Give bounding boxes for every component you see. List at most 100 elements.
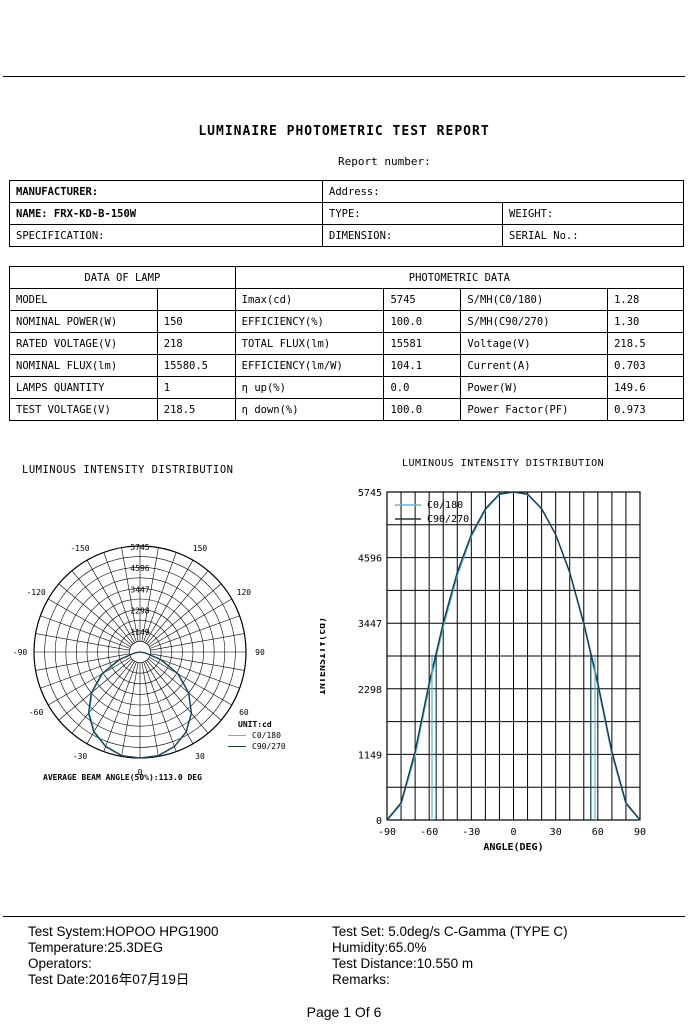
x-tick-label: -60 <box>420 827 438 838</box>
data-cell: 15580.5 <box>156 354 236 377</box>
x-tick-label: 60 <box>592 827 604 838</box>
data-cell: Voltage(V) <box>460 332 609 355</box>
top-rule <box>3 76 685 77</box>
polar-ring-label: 1149 <box>130 628 149 637</box>
photometric-data-table: DATA OF LAMP PHOTOMETRIC DATA MODEL Imax(… <box>9 266 685 421</box>
polar-ring-label: 2298 <box>130 607 149 616</box>
specification-cell: SPECIFICATION: <box>9 224 323 247</box>
polar-angle-label: -60 <box>29 708 44 717</box>
data-cell: LAMPS QUANTITY <box>9 376 158 399</box>
polar-angle-label: 150 <box>193 544 208 553</box>
footer-rule <box>3 916 685 917</box>
data-cell: Power Factor(PF) <box>460 398 609 421</box>
test-distance: Test Distance:10.550 m <box>332 956 474 971</box>
polar-angle-label: 60 <box>239 708 249 717</box>
polar-angle-label: 120 <box>237 588 252 597</box>
humidity: Humidity:65.0% <box>332 940 427 955</box>
weight-cell: WEIGHT: <box>502 202 684 225</box>
data-cell: 0.973 <box>607 398 684 421</box>
x-tick-label: 90 <box>634 827 646 838</box>
data-cell: NOMINAL FLUX(lm) <box>9 354 158 377</box>
serial-cell: SERIAL No.: <box>502 224 684 247</box>
polar-chart-title: LUMINOUS INTENSITY DISTRIBUTION <box>22 464 234 476</box>
data-cell: 149.6 <box>607 376 684 399</box>
data-cell: 100.0 <box>383 398 462 421</box>
data-row: NOMINAL FLUX(lm) 15580.5 EFFICIENCY(lm/W) 1… <box>9 354 684 377</box>
polar-legend: C0/180 C90/270 <box>228 730 286 752</box>
data-row: LAMPS QUANTITY 1 η up(%) 0.0 Power(W) 149.6 <box>9 376 684 399</box>
data-cell: 1.30 <box>607 310 684 333</box>
polar-legend-c0: C0/180 <box>228 730 286 741</box>
y-tick-label: 2298 <box>358 685 382 696</box>
data-cell: 0.0 <box>383 376 462 399</box>
polar-legend-c90: C90/270 <box>228 741 286 752</box>
y-tick-label: 3447 <box>358 619 382 630</box>
cartesian-chart-title: LUMINOUS INTENSITY DISTRIBUTION <box>402 458 605 469</box>
data-cell: 218.5 <box>156 398 236 421</box>
data-cell: 150 <box>156 310 236 333</box>
data-cell <box>156 288 236 311</box>
lamp-data-header: DATA OF LAMP <box>9 266 236 289</box>
data-cell: TOTAL FLUX(lm) <box>234 332 385 355</box>
footer-left: Test System:HOPOO HPG1900 Temperature:25… <box>28 924 219 988</box>
address-cell: Address: <box>322 180 684 203</box>
data-row: MODEL Imax(cd) 5745 S/MH(C0/180) 1.28 <box>9 288 684 311</box>
data-cell: 1.28 <box>607 288 684 311</box>
polar-curve-c90 <box>87 651 193 759</box>
polar-angle-label: 0 <box>138 768 143 777</box>
x-tick-label: 30 <box>550 827 562 838</box>
name-cell: NAME: FRX-KD-B-150W <box>9 202 323 225</box>
data-cell: S/MH(C0/180) <box>460 288 609 311</box>
data-cell: Power(W) <box>460 376 609 399</box>
polar-angle-label: -90 <box>13 648 28 657</box>
report-number-label: Report number: <box>338 155 431 168</box>
polar-unit: UNIT:cd <box>238 720 272 729</box>
legend-entry: C90/270 <box>427 514 469 525</box>
data-cell: EFFICIENCY(lm/W) <box>234 354 385 377</box>
data-cell: η up(%) <box>234 376 385 399</box>
y-tick-label: 0 <box>376 816 382 827</box>
data-cell: 15581 <box>383 332 462 355</box>
polar-chart: -150 150 -120 120 -90 90 -60 60 -30 30 0 5745 4596 34… <box>13 543 265 777</box>
series-line-c90 <box>386 491 641 821</box>
data-cell: Imax(cd) <box>234 288 385 311</box>
data-cell: 104.1 <box>383 354 462 377</box>
page-number: Page 1 Of 6 <box>306 1004 382 1020</box>
polar-angle-label: 90 <box>255 648 265 657</box>
header-table: MANUFACTURER: Address: NAME: FRX-KD-B-15… <box>9 180 684 247</box>
report-title: LUMINAIRE PHOTOMETRIC TEST REPORT <box>198 124 490 139</box>
data-cell: 1 <box>156 376 236 399</box>
x-tick-label: 0 <box>510 827 516 838</box>
x-tick-label: -30 <box>462 827 480 838</box>
x-tick-label: -90 <box>378 827 396 838</box>
photometric-data-header: PHOTOMETRIC DATA <box>234 266 685 289</box>
polar-ring-label: 4596 <box>130 564 149 573</box>
data-cell: 0.703 <box>607 354 684 377</box>
type-cell: TYPE: <box>322 202 503 225</box>
test-system: Test System:HOPOO HPG1900 <box>28 924 219 939</box>
data-row: TEST VOLTAGE(V) 218.5 η down(%) 100.0 Power … <box>9 398 684 421</box>
remarks: Remarks: <box>332 972 390 987</box>
data-row: NOMINAL POWER(W) 150 EFFICIENCY(%) 100.0 S/M… <box>9 310 684 333</box>
dimension-cell: DIMENSION: <box>322 224 503 247</box>
y-tick-label: 1149 <box>358 750 382 761</box>
polar-angle-label: -150 <box>70 544 89 553</box>
data-cell: 5745 <box>383 288 462 311</box>
polar-angle-label: -30 <box>73 752 88 761</box>
polar-ring-label: 5745 <box>130 543 149 552</box>
test-date: Test Date:2016年07月19日 <box>28 972 190 987</box>
y-tick-label: 5745 <box>358 488 382 499</box>
data-cell: S/MH(C90/270) <box>460 310 609 333</box>
data-cell: 218 <box>156 332 236 355</box>
data-cell: NOMINAL POWER(W) <box>9 310 158 333</box>
y-tick-label: 4596 <box>358 554 382 565</box>
manufacturer-cell: MANUFACTURER: <box>9 180 323 203</box>
x-axis-label: ANGLE(DEG) <box>483 842 543 853</box>
temperature: Temperature:25.3DEG <box>28 940 164 955</box>
data-row: RATED VOLTAGE(V) 218 TOTAL FLUX(lm) 15581 Vo… <box>9 332 684 355</box>
data-cell: 100.0 <box>383 310 462 333</box>
data-cell: TEST VOLTAGE(V) <box>9 398 158 421</box>
data-cell: η down(%) <box>234 398 385 421</box>
polar-angle-label: -120 <box>26 588 45 597</box>
legend-entry: C0/180 <box>427 500 463 511</box>
